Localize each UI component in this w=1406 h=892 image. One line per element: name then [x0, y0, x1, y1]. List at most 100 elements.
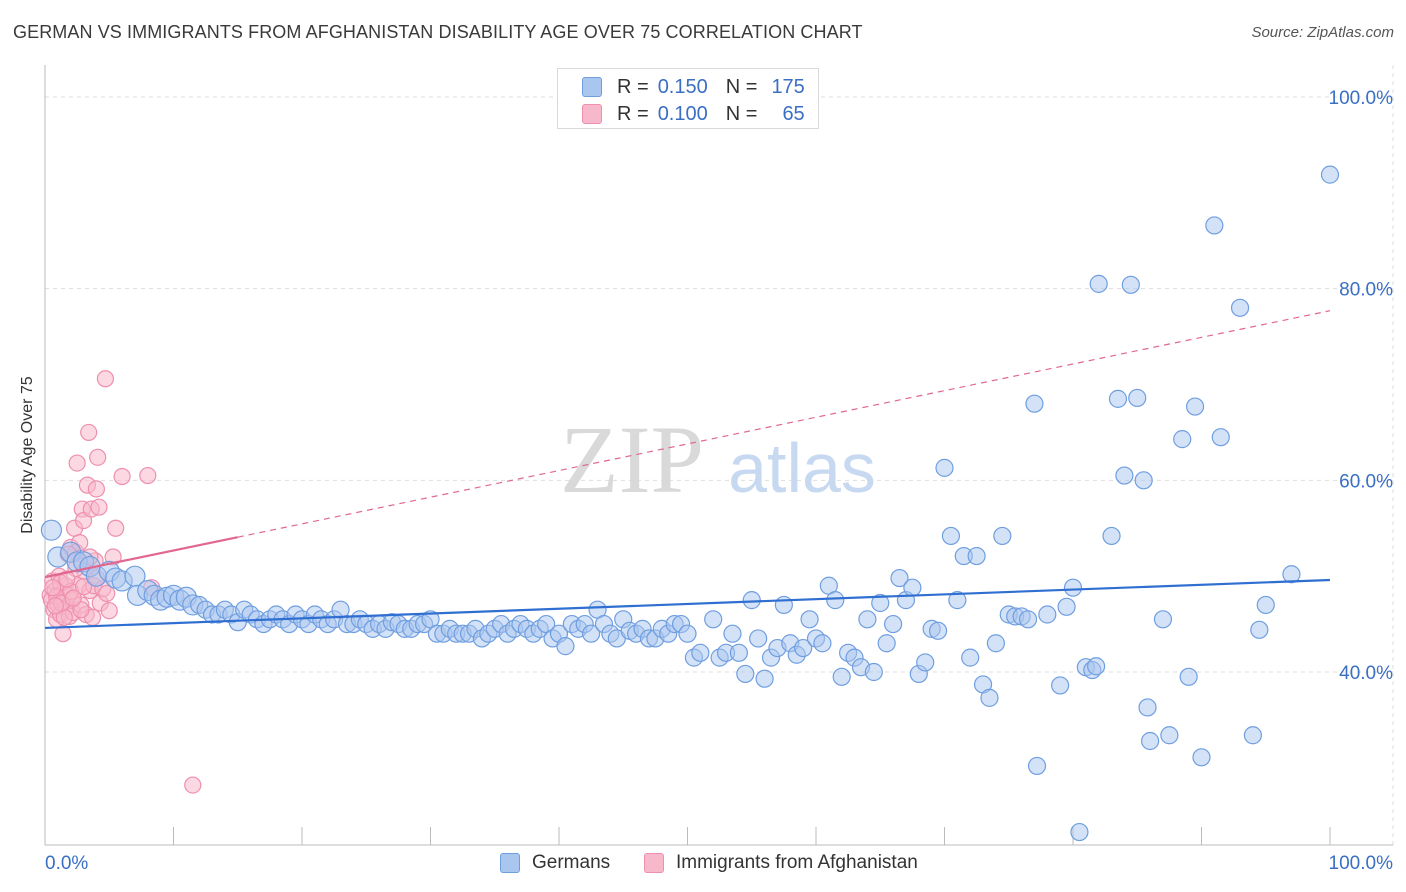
afghan-point	[44, 579, 62, 597]
legend-r-value: 0.150	[657, 75, 708, 98]
german-point	[1138, 698, 1157, 717]
german-point	[704, 610, 723, 629]
german-point	[1051, 676, 1070, 695]
afghan-point	[58, 570, 76, 588]
german-point	[1192, 748, 1211, 767]
german-point	[993, 526, 1012, 546]
german-point	[1256, 595, 1275, 615]
afghan-point	[96, 370, 114, 388]
german-point	[1102, 526, 1121, 546]
german-point	[890, 568, 909, 588]
y-axis-label: Disability Age Over 75	[19, 376, 36, 534]
tick-labels: 40.0% 60.0% 80.0% 100.0% 0.0% 100.0%	[45, 88, 1393, 874]
german-point	[883, 614, 903, 634]
german-point	[864, 662, 883, 682]
legend-r-value: 0.100	[657, 102, 708, 125]
german-point	[941, 526, 961, 546]
german-point	[961, 648, 980, 667]
german-point	[832, 667, 851, 686]
legend-n-value: 65	[782, 102, 805, 125]
afghan-point	[184, 776, 202, 794]
afghan-point	[80, 423, 98, 442]
german-point	[1185, 397, 1205, 416]
legend-r-label: R =	[617, 102, 649, 125]
german-point	[729, 643, 749, 662]
afghan-point	[139, 466, 157, 485]
german-point	[1153, 610, 1173, 629]
afghan-trend-line-dashed	[237, 310, 1331, 538]
german-point	[678, 624, 697, 643]
german-point	[935, 458, 954, 477]
german-point	[980, 688, 999, 707]
german-trend-line	[44, 578, 1331, 630]
german-point	[774, 595, 793, 615]
german-point	[556, 637, 575, 656]
german-point	[755, 669, 774, 688]
source-label: Source: ZipAtlas.com	[1251, 24, 1394, 41]
afghan-point	[64, 589, 82, 607]
watermark: ZIP atlas	[560, 406, 876, 513]
y-tick-label: 80.0%	[1339, 280, 1393, 301]
german-point	[1179, 667, 1198, 686]
watermark-zip: ZIP	[560, 406, 704, 513]
german-point	[1018, 610, 1038, 629]
german-point	[742, 591, 761, 610]
german-point	[1038, 605, 1057, 624]
trend-lines	[44, 310, 1331, 630]
german-point	[691, 643, 710, 662]
german-point	[736, 664, 755, 684]
bottom-legend-germans: Germans	[500, 851, 610, 875]
german-point	[1140, 731, 1160, 751]
afghan-point	[113, 467, 131, 486]
chart-title: GERMAN VS IMMIGRANTS FROM AFGHANISTAN DI…	[13, 22, 863, 42]
german-point	[858, 610, 877, 629]
german-point	[800, 610, 819, 629]
german-point	[582, 624, 601, 643]
german-point	[1121, 275, 1140, 294]
german-point	[871, 593, 890, 613]
german-point	[1027, 756, 1047, 776]
german-point	[749, 629, 768, 648]
german-point	[1128, 388, 1147, 408]
german-point	[967, 546, 986, 566]
german-point	[1282, 565, 1301, 584]
german-point	[794, 638, 813, 658]
bottom-legend-afghan: Immigrants from Afghanistan	[644, 851, 918, 875]
watermark-atlas: atlas	[728, 429, 876, 507]
legend-swatch-blue	[582, 77, 602, 97]
afghan-point	[89, 448, 107, 466]
german-point	[1160, 726, 1179, 745]
afghan-point	[98, 584, 116, 603]
stats-legend: R = 0.150 N = 175 R = 0.100 N = 65	[557, 68, 819, 129]
german-point	[1320, 165, 1340, 184]
german-point	[40, 519, 63, 541]
afghan-point	[100, 602, 118, 620]
afghan-point	[74, 578, 93, 596]
german-point	[1057, 597, 1076, 616]
german-point	[1087, 657, 1106, 676]
afghan-point	[68, 454, 86, 472]
x-tick-label-min: 0.0%	[45, 853, 88, 874]
german-point	[1230, 298, 1250, 317]
german-point	[813, 634, 832, 653]
afghan-point	[46, 597, 64, 615]
german-point	[1173, 430, 1192, 449]
german-point	[1063, 578, 1083, 597]
german-point	[1134, 471, 1153, 490]
afghan-point	[87, 480, 106, 498]
afghan-trend-line-solid	[44, 536, 238, 579]
german-points	[40, 165, 1340, 842]
x-tick-label-max: 100.0%	[1329, 853, 1394, 874]
german-point	[1025, 394, 1044, 413]
german-point	[877, 634, 896, 653]
german-point	[1070, 822, 1089, 842]
legend-row-afghan: R = 0.100 N = 65	[582, 102, 805, 126]
axes	[44, 65, 1393, 846]
german-point	[1108, 389, 1128, 408]
legend-n-label: N =	[725, 75, 758, 98]
german-point	[948, 591, 967, 610]
y-tick-label: 100.0%	[1329, 88, 1394, 109]
legend-r-label: R =	[617, 75, 649, 98]
bottom-legend-label-afghan: Immigrants from Afghanistan	[676, 852, 918, 873]
german-point	[916, 653, 935, 672]
